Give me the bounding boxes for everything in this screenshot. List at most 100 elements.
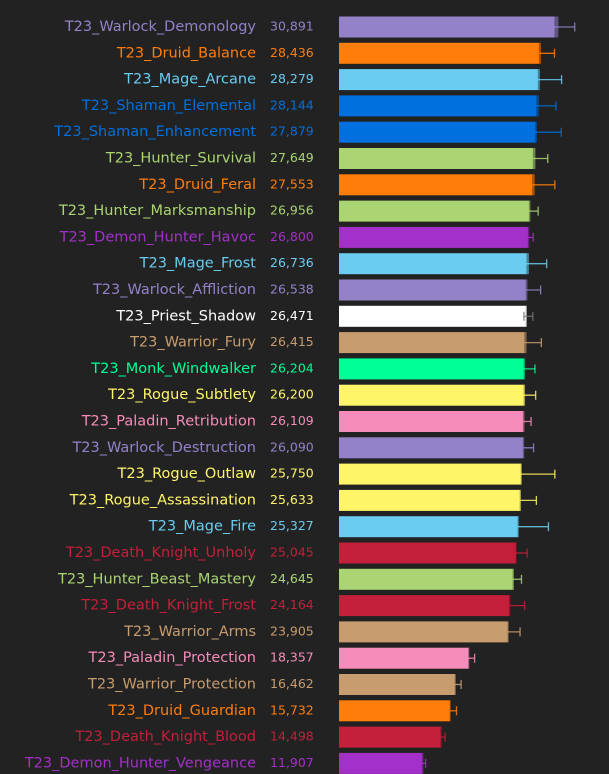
bar	[339, 358, 526, 380]
category-label: T23_Mage_Frost	[139, 256, 257, 272]
bar-row: T23_Death_Knight_Unholy 25,045	[65, 542, 528, 564]
category-label: T23_Death_Knight_Blood	[74, 729, 256, 745]
category-label: T23_Druid_Guardian	[107, 703, 256, 719]
value-label: 24,164	[270, 597, 314, 612]
category-label: T23_Priest_Shadow	[115, 308, 256, 324]
value-label: 26,200	[270, 387, 314, 402]
bar	[339, 200, 531, 222]
value-label: 16,462	[270, 676, 314, 691]
bar	[339, 595, 511, 617]
bar-row: T23_Paladin_Protection 18,357	[88, 647, 476, 669]
value-label: 26,415	[270, 334, 314, 349]
bar	[339, 384, 526, 406]
value-label: 27,553	[270, 176, 314, 191]
category-label: T23_Warlock_Affliction	[92, 282, 256, 298]
category-label: T23_Hunter_Marksmanship	[58, 203, 256, 219]
bar-row: T23_Death_Knight_Frost 24,164	[80, 595, 526, 617]
value-label: 11,907	[270, 755, 314, 770]
bar	[339, 752, 424, 774]
value-label: 25,045	[270, 545, 314, 560]
bar-row: T23_Monk_Windwalker 26,204	[90, 358, 536, 380]
value-label: 26,956	[270, 203, 314, 218]
value-label: 15,732	[270, 702, 314, 717]
category-label: T23_Hunter_Beast_Mastery	[57, 571, 256, 587]
bar	[339, 42, 541, 64]
category-label: T23_Monk_Windwalker	[90, 361, 256, 377]
value-label: 25,327	[270, 518, 314, 533]
category-label: T23_Demon_Hunter_Vengeance	[24, 755, 256, 771]
bar-row: T23_Shaman_Elemental 28,144	[81, 95, 557, 117]
value-label: 30,891	[270, 19, 314, 34]
bar	[339, 226, 530, 248]
value-label: 26,471	[270, 308, 314, 323]
bar-row: T23_Warrior_Fury 26,415	[129, 332, 542, 354]
value-label: 28,279	[270, 71, 314, 86]
value-label: 24,645	[270, 571, 314, 586]
bar-row: T23_Warlock_Demonology 30,891	[64, 16, 576, 38]
category-label: T23_Death_Knight_Frost	[80, 598, 256, 614]
bar-row: T23_Rogue_Assassination 25,633	[69, 489, 538, 511]
bar	[339, 700, 451, 722]
value-label: 28,144	[270, 97, 314, 112]
bar-row: T23_Death_Knight_Blood 14,498	[74, 726, 446, 748]
bar	[339, 69, 540, 91]
bar-row: T23_Mage_Arcane 28,279	[123, 69, 563, 91]
bar-row: T23_Warrior_Protection 16,462	[87, 674, 462, 695]
category-label: T23_Shaman_Enhancement	[53, 124, 256, 140]
bar-row: T23_Shaman_Enhancement 27,879	[53, 121, 562, 143]
bar	[339, 621, 509, 643]
category-label: T23_Warrior_Protection	[87, 677, 256, 693]
bar	[339, 411, 525, 432]
bar-row: T23_Rogue_Outlaw 25,750	[117, 463, 556, 485]
category-label: T23_Rogue_Assassination	[69, 492, 256, 508]
category-label: T23_Paladin_Retribution	[81, 414, 256, 430]
value-label: 23,905	[270, 623, 314, 638]
category-label: T23_Paladin_Protection	[88, 650, 256, 666]
value-label: 14,498	[270, 729, 314, 744]
bar-row: T23_Warrior_Arms 23,905	[123, 621, 521, 643]
category-label: T23_Warlock_Demonology	[64, 19, 257, 35]
bar	[339, 437, 525, 459]
bar	[339, 489, 521, 511]
bar	[339, 305, 527, 327]
bar-row: T23_Hunter_Beast_Mastery 24,645	[57, 568, 523, 590]
value-label: 26,736	[270, 255, 314, 270]
value-label: 25,633	[270, 492, 314, 507]
bar	[339, 148, 536, 169]
bar	[339, 516, 519, 538]
category-label: T23_Warrior_Fury	[129, 335, 256, 351]
value-label: 28,436	[270, 45, 314, 60]
bar	[339, 568, 514, 590]
value-label: 26,204	[270, 360, 314, 375]
bar-row: T23_Hunter_Survival 27,649	[105, 148, 549, 169]
bar	[339, 674, 456, 695]
value-label: 26,090	[270, 439, 314, 454]
value-label: 26,538	[270, 282, 314, 297]
bar	[339, 332, 527, 354]
category-label: T23_Druid_Balance	[116, 45, 256, 61]
bar	[339, 542, 517, 564]
bar-row: T23_Warlock_Destruction 26,090	[71, 437, 535, 459]
bar-row: T23_Druid_Feral 27,553	[138, 174, 556, 196]
bar	[339, 647, 470, 669]
bar-row: T23_Mage_Frost 26,736	[139, 253, 548, 275]
category-label: T23_Mage_Arcane	[123, 72, 256, 88]
category-label: T23_Shaman_Elemental	[81, 98, 256, 114]
category-label: T23_Druid_Feral	[138, 177, 256, 193]
bar-row: T23_Warlock_Affliction 26,538	[92, 279, 542, 301]
bar	[339, 253, 529, 275]
value-label: 26,800	[270, 229, 314, 244]
category-label: T23_Mage_Fire	[148, 519, 256, 535]
bar	[339, 279, 528, 301]
category-label: T23_Rogue_Outlaw	[117, 466, 257, 482]
bar	[339, 95, 539, 117]
bar-row: T23_Paladin_Retribution 26,109	[81, 411, 532, 432]
bar-row: T23_Priest_Shadow 26,471	[115, 305, 534, 327]
value-label: 18,357	[270, 650, 314, 665]
category-label: T23_Rogue_Subtlety	[107, 387, 256, 403]
category-label: T23_Hunter_Survival	[105, 151, 256, 167]
bar	[339, 174, 535, 196]
bar-row: T23_Druid_Guardian 15,732	[107, 700, 458, 722]
category-label: T23_Demon_Hunter_Havoc	[59, 229, 256, 245]
